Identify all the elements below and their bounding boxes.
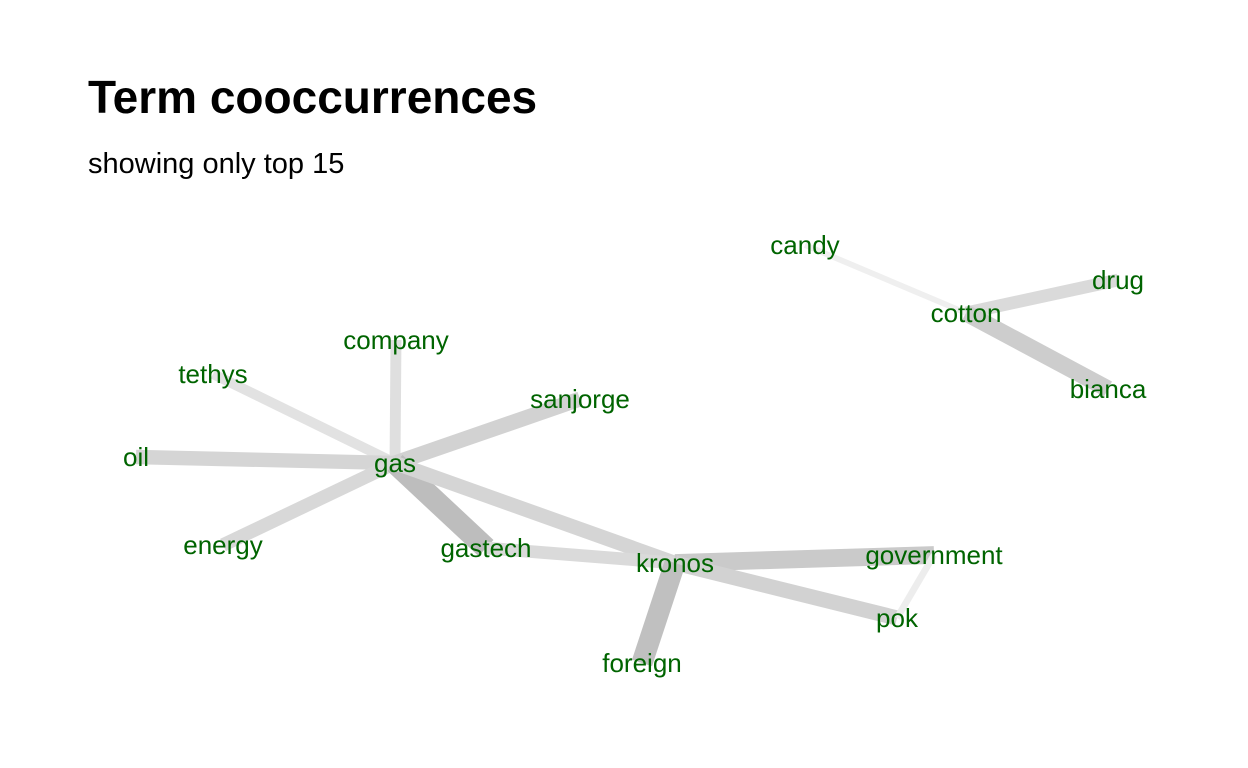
node-label-energy: energy xyxy=(183,530,263,560)
node-label-foreign: foreign xyxy=(602,648,682,678)
edge-gas-gastech xyxy=(387,454,494,557)
edge-kronos-foreign xyxy=(631,559,686,667)
node-label-tethys: tethys xyxy=(178,359,247,389)
edge-gas-kronos xyxy=(392,456,678,570)
edge-kronos-pok xyxy=(673,555,899,626)
edge-candy-cotton xyxy=(803,242,968,316)
edge-gas-oil xyxy=(135,449,396,471)
edge-gastech-kronos xyxy=(485,541,676,570)
node-label-bianca: bianca xyxy=(1070,374,1147,404)
edge-gas-tethys xyxy=(210,369,398,468)
page-title: Term cooccurrences xyxy=(88,71,538,123)
node-label-gastech: gastech xyxy=(440,533,531,563)
edge-government-pok xyxy=(894,553,937,620)
node-label-candy: candy xyxy=(770,230,839,260)
node-label-cotton: cotton xyxy=(931,298,1002,328)
edge-gas-energy xyxy=(220,456,398,552)
node-label-company: company xyxy=(343,325,449,355)
edge-cotton-drug xyxy=(964,273,1120,320)
node-label-drug: drug xyxy=(1092,265,1144,295)
edge-kronos-government xyxy=(674,546,935,572)
edges-layer xyxy=(135,242,1120,667)
edge-gas-sanjorge xyxy=(392,391,583,471)
node-label-kronos: kronos xyxy=(636,548,714,578)
edge-gas-company xyxy=(389,339,402,464)
edge-cotton-bianca xyxy=(962,305,1112,397)
node-label-sanjorge: sanjorge xyxy=(530,384,630,414)
node-label-oil: oil xyxy=(123,442,149,472)
page-subtitle: showing only top 15 xyxy=(88,148,345,180)
nodes-layer: candy drug cotton bianca company tethys sanjor… xyxy=(123,230,1147,678)
node-label-pok: pok xyxy=(876,603,919,633)
node-label-government: government xyxy=(865,540,1003,570)
node-label-gas: gas xyxy=(374,448,416,478)
